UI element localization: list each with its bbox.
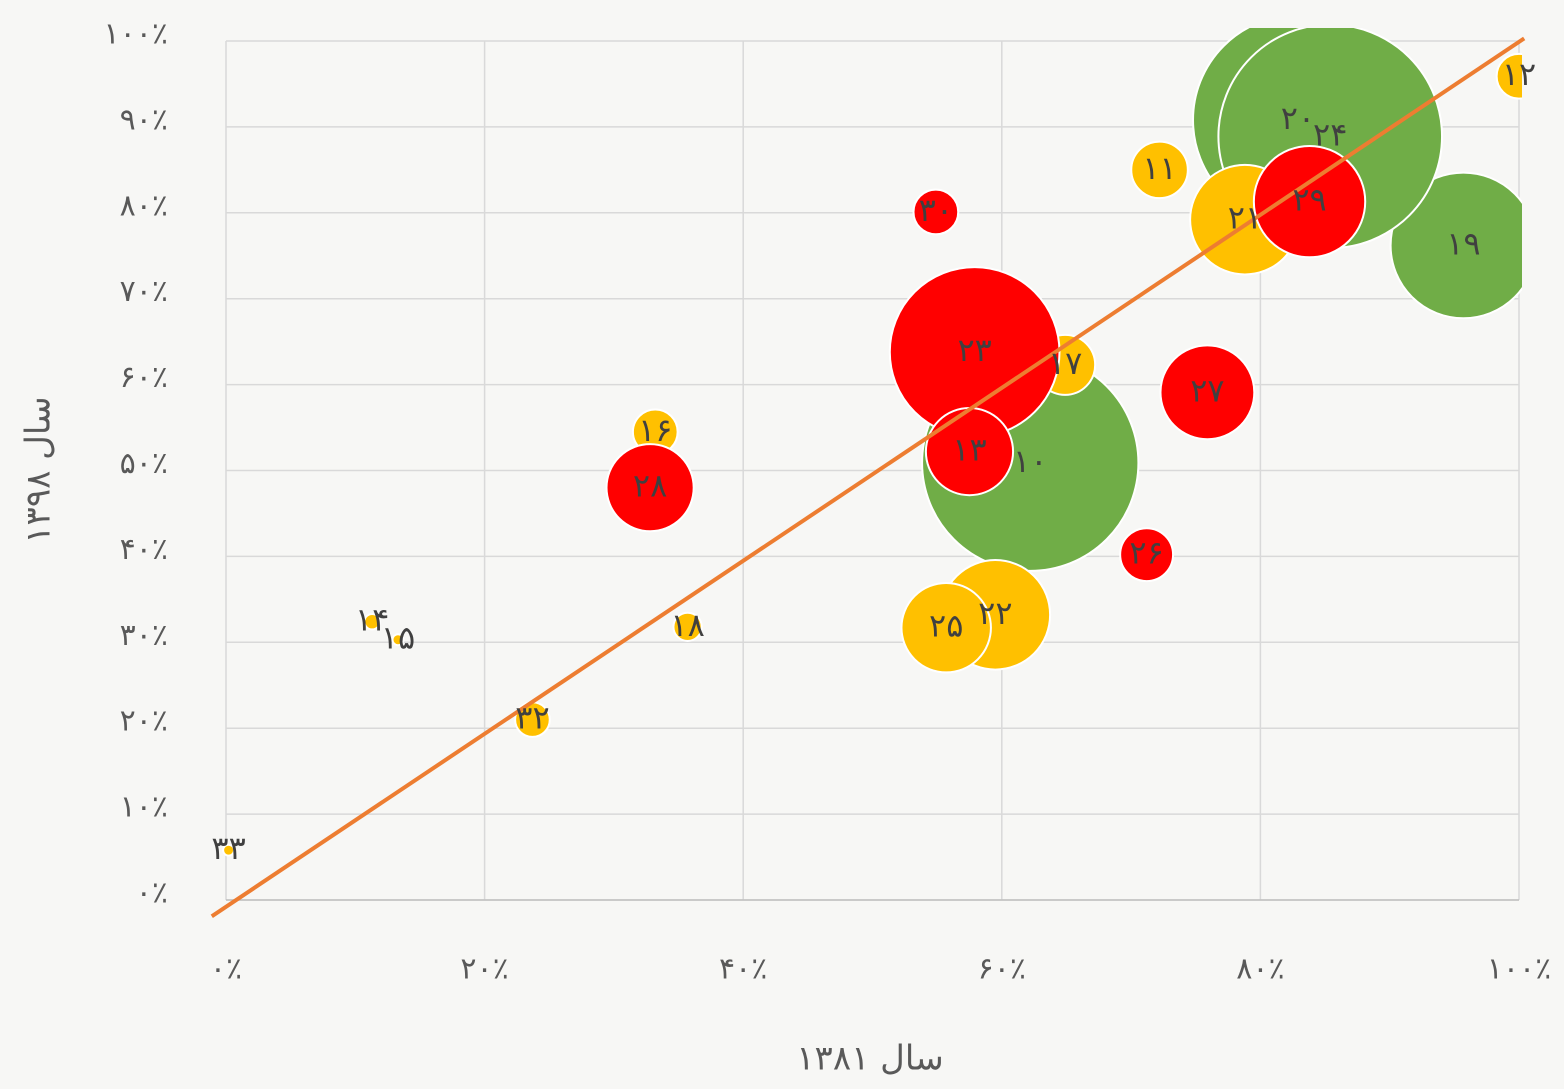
bubble bbox=[1130, 140, 1189, 200]
bubble-label: ۱۹ bbox=[1446, 224, 1480, 262]
bubble bbox=[363, 612, 381, 631]
bubble-label: ۱۱ bbox=[1142, 149, 1176, 187]
bubble bbox=[222, 843, 236, 857]
bubble-label: ۲۲ bbox=[978, 594, 1012, 632]
y-tick-label: ۸۰٪ bbox=[120, 188, 168, 223]
bubble-label: ۱۶ bbox=[638, 411, 672, 449]
x-tick-label: ۰٪ bbox=[210, 952, 242, 987]
x-tick-label: ۶۰٪ bbox=[978, 952, 1026, 987]
bubble-label: ۱۲ bbox=[1502, 55, 1536, 93]
bubble-label: ۳۲ bbox=[515, 699, 549, 737]
bubble-label: ۲۴ bbox=[1313, 115, 1347, 153]
x-axis-title: سال ۱۳۸۱ bbox=[796, 1039, 943, 1079]
bubble-label: ۲۵ bbox=[929, 607, 963, 645]
bubble bbox=[1495, 52, 1522, 100]
bubble-label: ۲۶ bbox=[1129, 534, 1163, 572]
bubble-label: ۲۹ bbox=[1292, 181, 1326, 219]
y-tick-label: ۵۰٪ bbox=[120, 446, 168, 481]
bubble-label: ۲۰ bbox=[1281, 99, 1315, 137]
y-tick-label: ۳۰٪ bbox=[120, 618, 168, 653]
y-tick-label: ۴۰٪ bbox=[120, 532, 168, 567]
bubble-label: ۱۰ bbox=[1013, 442, 1047, 480]
bubble bbox=[1119, 527, 1175, 583]
bubble bbox=[672, 611, 703, 642]
bubble bbox=[1389, 171, 1522, 320]
bubble bbox=[605, 443, 695, 533]
y-tick-label: ۶۰٪ bbox=[120, 360, 168, 395]
bubble-label: ۱۸ bbox=[670, 606, 704, 644]
bubble bbox=[900, 581, 992, 674]
bubble-label: ۱۷ bbox=[1048, 344, 1082, 382]
bubble bbox=[912, 188, 960, 236]
bubble-label: ۳۰ bbox=[919, 191, 953, 229]
bubble-label: ۲۱ bbox=[1228, 199, 1262, 237]
x-tick-label: ۸۰٪ bbox=[1236, 952, 1284, 987]
x-tick-label: ۴۰٪ bbox=[719, 952, 767, 987]
bubble-label: ۱۳ bbox=[952, 431, 986, 469]
bubble-label: ۲۷ bbox=[1190, 371, 1224, 409]
bubble bbox=[1252, 144, 1367, 259]
trendline bbox=[210, 36, 1526, 918]
x-tick-label: ۲۰٪ bbox=[460, 952, 508, 987]
x-tick-label: ۱۰۰٪ bbox=[1487, 952, 1551, 987]
bubble bbox=[391, 633, 405, 647]
bubble-label: ۱۵ bbox=[381, 619, 415, 657]
y-axis-title: سال ۱۳۹۸ bbox=[19, 396, 59, 543]
plot bbox=[222, 28, 1522, 857]
bubble-label: ۱۴ bbox=[355, 601, 389, 639]
bubble bbox=[1159, 344, 1256, 441]
y-tick-label: ۲۰٪ bbox=[120, 704, 168, 739]
y-tick-label: ۷۰٪ bbox=[120, 274, 168, 309]
bubble-label: ۲۸ bbox=[633, 467, 667, 505]
y-tick-label: ۱۰٪ bbox=[120, 790, 168, 825]
y-tick-label: ۹۰٪ bbox=[120, 102, 168, 137]
bubble-label: ۳۳ bbox=[211, 829, 245, 867]
bubble-label: ۲۳ bbox=[957, 331, 991, 369]
y-tick-label: ۱۰۰٪ bbox=[104, 17, 168, 52]
y-tick-label: ۰٪ bbox=[136, 876, 168, 911]
